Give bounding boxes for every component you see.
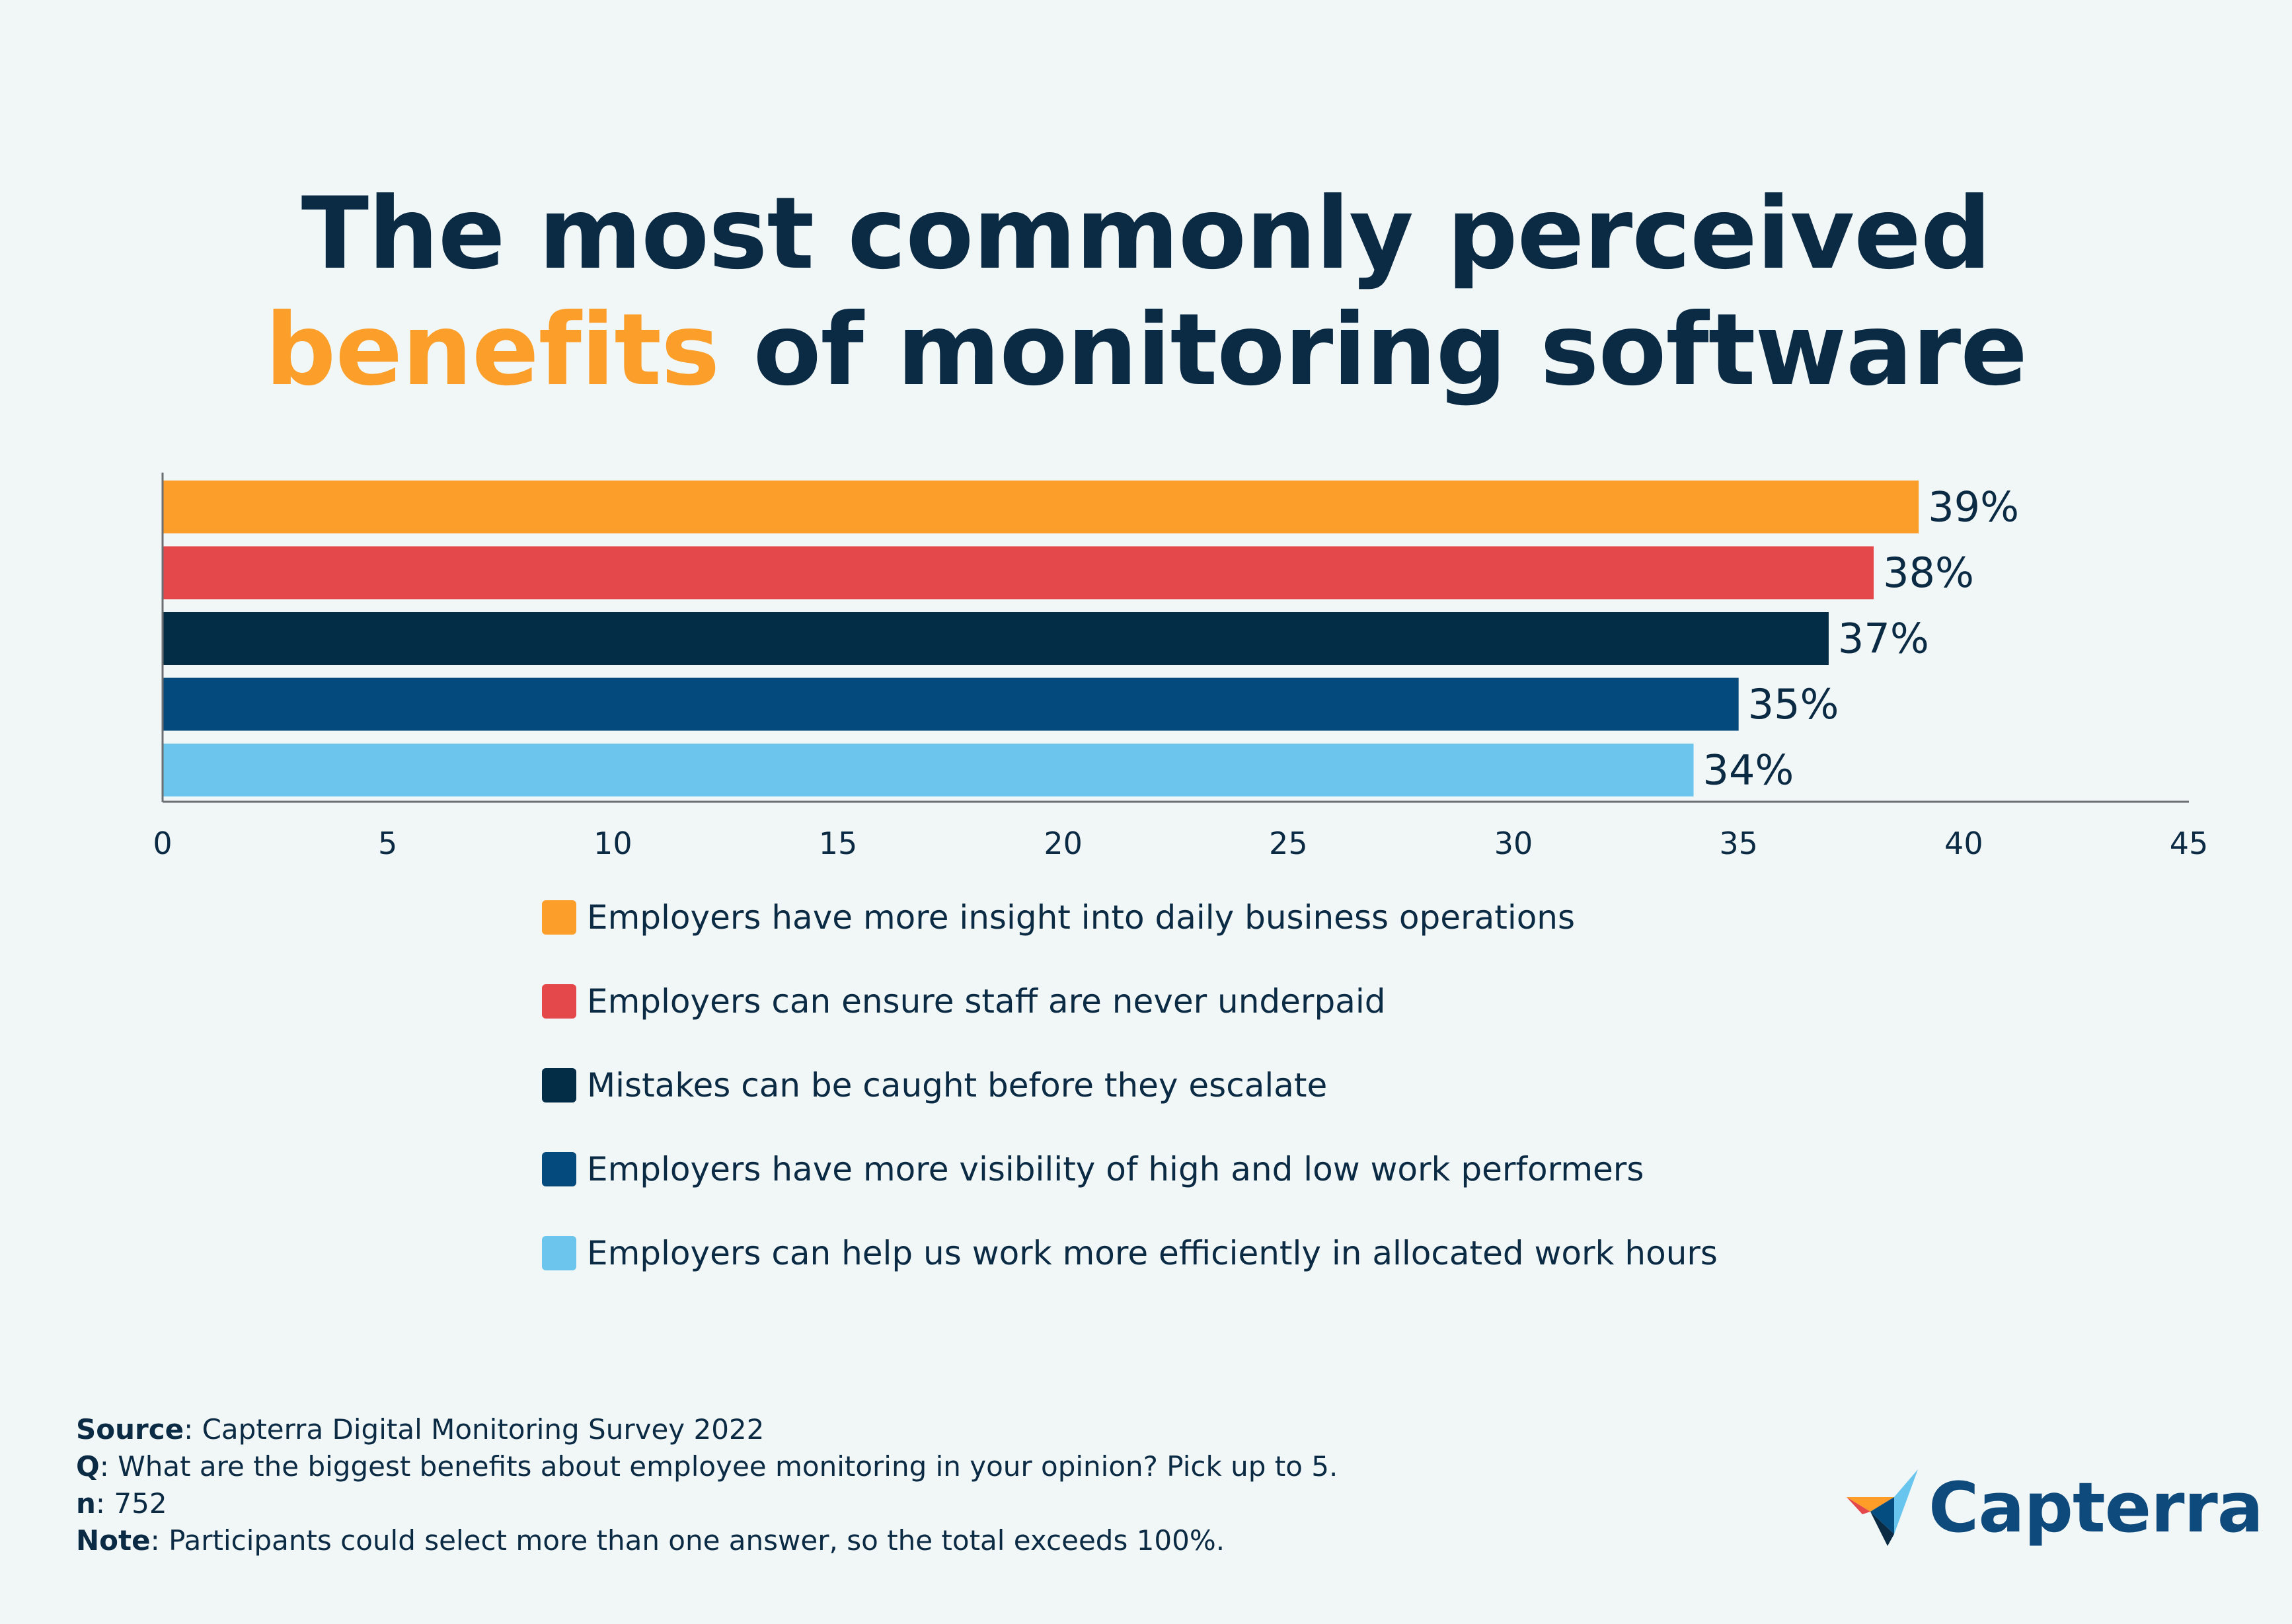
value-label-1: 39% bbox=[1928, 483, 2019, 531]
legend-label: Mistakes can be caught before they escal… bbox=[587, 1066, 1328, 1104]
x-tick-label: 30 bbox=[1494, 826, 1533, 861]
bar-2 bbox=[163, 546, 1874, 599]
bar-3 bbox=[163, 612, 1829, 665]
title-line-2: benefits of monitoring software bbox=[0, 292, 2292, 408]
title-line-2-rest: of monitoring software bbox=[719, 292, 2028, 408]
question-note: Q: What are the biggest benefits about e… bbox=[76, 1450, 1338, 1483]
x-tick-label: 10 bbox=[593, 826, 632, 861]
legend-item: Employers can help us work more efficien… bbox=[542, 1234, 1718, 1272]
value-label-3: 37% bbox=[1838, 615, 1929, 663]
bar-4 bbox=[163, 677, 1739, 731]
value-label-5: 34% bbox=[1703, 746, 1794, 794]
x-tick-label: 45 bbox=[2170, 826, 2209, 861]
title-highlight: benefits bbox=[265, 292, 720, 408]
legend-swatch bbox=[542, 900, 576, 935]
legend-swatch bbox=[542, 1152, 576, 1186]
legend-item: Employers have more visibility of high a… bbox=[542, 1150, 1718, 1188]
legend-label: Employers can help us work more efficien… bbox=[587, 1234, 1718, 1272]
sample-size-note: n: 752 bbox=[76, 1487, 167, 1520]
value-label-4: 35% bbox=[1748, 680, 1839, 728]
legend-item: Employers can ensure staff are never und… bbox=[542, 982, 1718, 1021]
bars-group bbox=[163, 481, 1919, 796]
legend-swatch bbox=[542, 1068, 576, 1102]
value-labels-group: 39% 38% 37% 35% 34% bbox=[1703, 483, 2019, 794]
capterra-arrow-icon bbox=[1847, 1469, 1918, 1546]
x-tick-label: 5 bbox=[378, 826, 397, 861]
footnotes: Source: Capterra Digital Monitoring Surv… bbox=[76, 1411, 1338, 1559]
title-line-1: The most commonly perceived bbox=[301, 176, 1991, 291]
chart-title: The most commonly perceived benefits of … bbox=[0, 176, 2292, 408]
legend-swatch bbox=[542, 1236, 576, 1270]
x-tick-label: 40 bbox=[1944, 826, 1983, 861]
x-tick-label: 25 bbox=[1269, 826, 1308, 861]
legend-label: Employers have more insight into daily b… bbox=[587, 898, 1576, 937]
legend-item: Employers have more insight into daily b… bbox=[542, 898, 1718, 937]
bar-chart: 39% 38% 37% 35% 34% 0 5 10 15 20 25 30 35 40 45 bbox=[153, 473, 2208, 861]
legend-item: Mistakes can be caught before they escal… bbox=[542, 1066, 1718, 1104]
x-tick-label: 0 bbox=[153, 826, 172, 861]
legend-label: Employers have more visibility of high a… bbox=[587, 1150, 1644, 1188]
capterra-wordmark: Capterra bbox=[1929, 1467, 2264, 1548]
note: Note: Participants could select more tha… bbox=[76, 1524, 1225, 1557]
x-tick-label: 20 bbox=[1044, 826, 1083, 861]
x-tick-label: 15 bbox=[819, 826, 858, 861]
x-tick-label: 35 bbox=[1719, 826, 1758, 861]
legend: Employers have more insight into daily b… bbox=[542, 898, 1718, 1319]
bar-1 bbox=[163, 481, 1919, 533]
value-label-2: 38% bbox=[1883, 549, 1974, 597]
bar-5 bbox=[163, 744, 1694, 796]
legend-label: Employers can ensure staff are never und… bbox=[587, 982, 1386, 1021]
x-tick-labels-group: 0 5 10 15 20 25 30 35 40 45 bbox=[153, 826, 2208, 861]
capterra-logo: Capterra bbox=[1844, 1467, 2264, 1548]
legend-swatch bbox=[542, 984, 576, 1019]
source-note: Source: Capterra Digital Monitoring Surv… bbox=[76, 1413, 765, 1446]
